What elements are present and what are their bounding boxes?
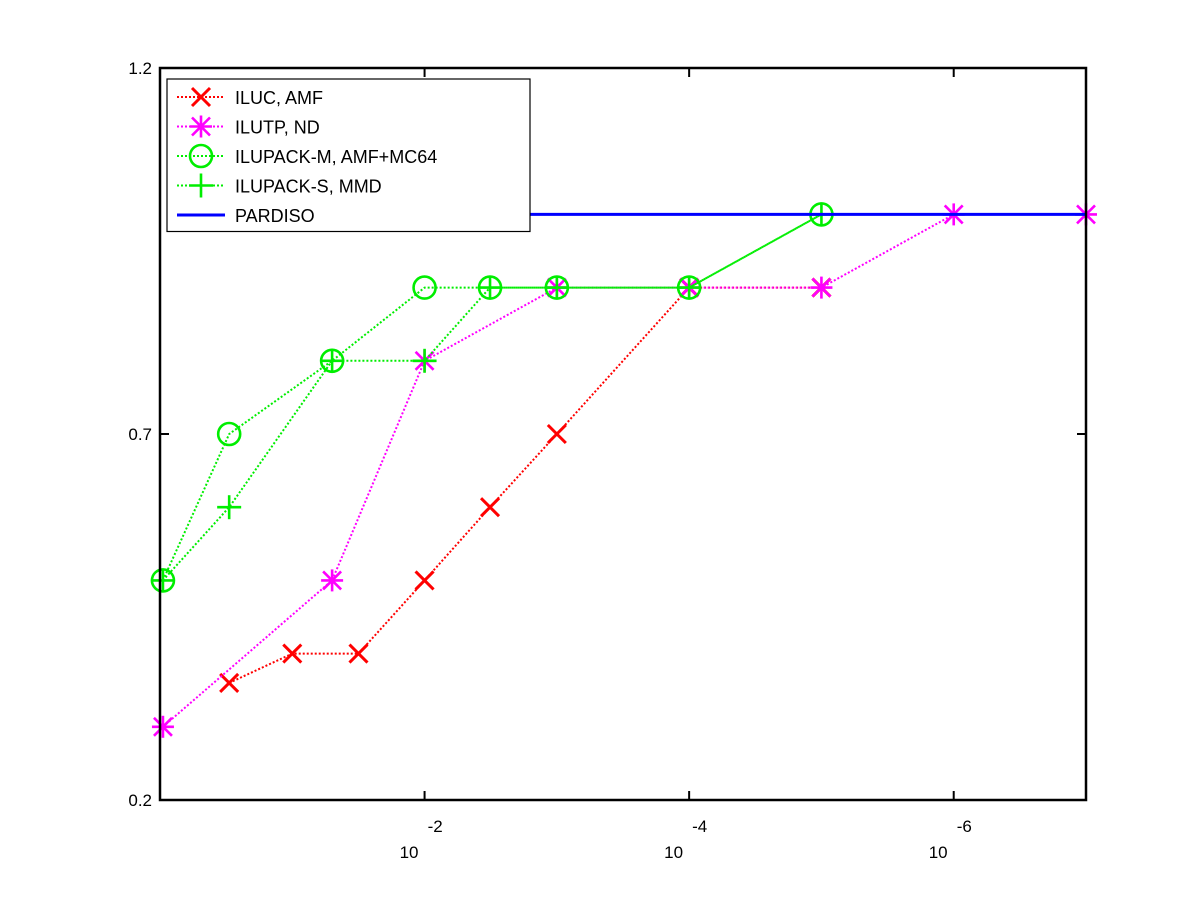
x-tick-exponent: -4 <box>692 817 707 836</box>
series-line <box>161 213 822 581</box>
legend-item-iluc-amf: ILUC, AMF <box>177 86 323 108</box>
data-point <box>412 348 437 373</box>
series-ilupack-s-mmd <box>150 202 834 593</box>
y-tick-label: 1.2 <box>128 59 152 78</box>
x-tick-base: 10 <box>400 843 419 862</box>
legend-item-ilupack-s-mmd: ILUPACK-S, MMD <box>177 173 382 198</box>
data-point <box>478 275 503 300</box>
data-point <box>414 570 435 591</box>
data-point <box>219 672 240 693</box>
legend-item-ilutp-nd: ILUTP, ND <box>177 115 320 138</box>
legend-label: ILUTP, ND <box>235 118 320 138</box>
data-point <box>151 715 174 738</box>
data-point <box>677 275 702 300</box>
data-point <box>479 497 501 518</box>
legend-swatch-marker <box>188 143 214 169</box>
legend-label: ILUPACK-S, MMD <box>235 177 382 197</box>
data-point <box>544 275 569 300</box>
legend-label: PARDISO <box>235 206 315 226</box>
legend-box <box>166 78 531 233</box>
legend-label: ILUPACK-M, AMF+MC64 <box>235 147 437 167</box>
data-point <box>282 643 303 664</box>
axes: 0.2 0.7 1.2 10 -2 10 -4 10 -6 <box>128 59 1086 862</box>
x-tick-exponent: -2 <box>428 817 443 836</box>
data-point <box>150 568 175 593</box>
data-point <box>810 276 833 299</box>
plot-area <box>150 202 1097 738</box>
y-tick-label: 0.7 <box>128 425 152 444</box>
legend-item-ilupack-m-amf-mc64: ILUPACK-M, AMF+MC64 <box>177 143 437 169</box>
legend: ILUC, AMF ILUTP, ND ILUPACK-M, AMF+MC64 ILU… <box>166 78 531 233</box>
x-tick-base: 10 <box>929 843 948 862</box>
data-point <box>320 348 345 373</box>
x-tick-label: 10 -4 <box>664 817 707 862</box>
legend-label: ILUC, AMF <box>235 88 323 108</box>
x-tick-label: 10 -6 <box>929 817 972 862</box>
x-tick-base: 10 <box>664 843 683 862</box>
y-tick-label: 0.2 <box>128 791 152 810</box>
series-line <box>162 213 822 582</box>
x-tick-label: 10 -2 <box>400 817 443 862</box>
x-tick-exponent: -6 <box>957 817 972 836</box>
legend-swatch-marker <box>190 115 212 138</box>
legend-swatch-marker <box>190 86 212 108</box>
legend-item-pardiso: PARDISO <box>177 206 315 226</box>
data-point <box>321 569 344 592</box>
data-point <box>546 423 567 445</box>
data-point <box>216 421 242 447</box>
data-point <box>217 495 242 520</box>
data-point <box>412 275 437 300</box>
data-point <box>348 643 369 664</box>
legend-swatch-marker <box>189 173 213 198</box>
series-line <box>228 286 822 684</box>
